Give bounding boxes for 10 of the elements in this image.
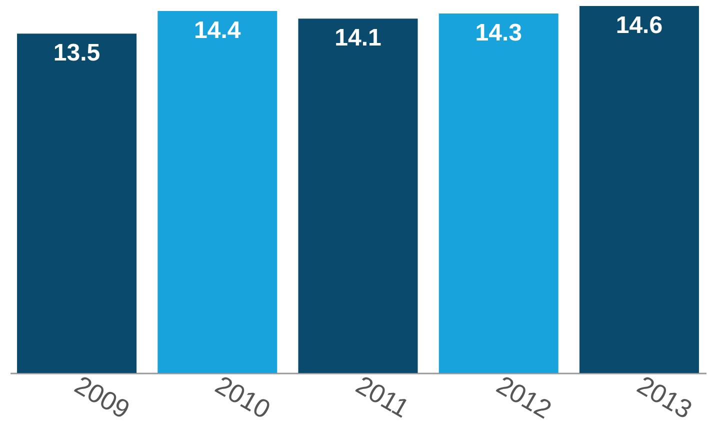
data-label: 14.1: [334, 24, 382, 52]
x-tick-label: 2010: [210, 370, 276, 425]
x-tick-label: 2011: [351, 370, 414, 424]
data-label: 14.3: [475, 20, 522, 47]
x-tick-label: 2013: [632, 370, 698, 425]
data-label: 14.6: [616, 12, 663, 39]
x-tick-label: 2012: [492, 370, 557, 425]
x-tick-label: 2009: [70, 370, 135, 425]
data-label: 14.4: [194, 17, 242, 44]
data-label: 13.5: [53, 40, 100, 67]
